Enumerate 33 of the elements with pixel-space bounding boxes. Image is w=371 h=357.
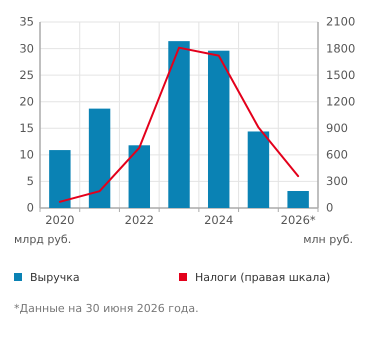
y2-tick-label: 600 [326, 148, 348, 162]
y-tick-label: 15 [19, 120, 34, 135]
bar [287, 190, 309, 208]
bar [88, 108, 110, 208]
x-tick-label: 2022 [124, 213, 154, 228]
y2-axis-title: млн руб. [303, 233, 353, 246]
x-tick-label: 2026* [280, 213, 316, 228]
bar [168, 41, 190, 208]
y2-tick-label: 300 [326, 174, 348, 188]
y-axis-title: млрд руб. [14, 233, 72, 246]
bar [128, 145, 150, 208]
bar [49, 150, 71, 208]
y2-tick-label: 1800 [326, 41, 356, 56]
x-tick-label: 2024 [204, 213, 234, 228]
text: *Данные на 30 июня 2026 года. [14, 302, 199, 315]
y2-tick-label: 0 [326, 200, 334, 215]
line-series [58, 46, 300, 203]
y2-tick-label: 900 [326, 120, 348, 135]
legend-label: Выручка [30, 271, 80, 284]
legend-label: Налоги (правая шкала) [195, 271, 330, 284]
y-tick-label: 30 [19, 41, 34, 56]
y2-tick-label: 1200 [326, 94, 356, 108]
x-tick-label: 2020 [45, 213, 74, 228]
y-tick-label: 0 [26, 200, 34, 215]
y-tick-label: 5 [26, 174, 34, 188]
y2-tick-label: 1500 [326, 68, 356, 82]
y-tick-label: 10 [19, 148, 34, 162]
bar [208, 50, 230, 208]
bar [248, 131, 270, 208]
y-tick-label: 20 [19, 94, 34, 108]
y-tick-label: 35 [19, 14, 34, 29]
y2-tick-label: 2100 [326, 14, 356, 29]
y-tick-label: 25 [19, 68, 34, 82]
